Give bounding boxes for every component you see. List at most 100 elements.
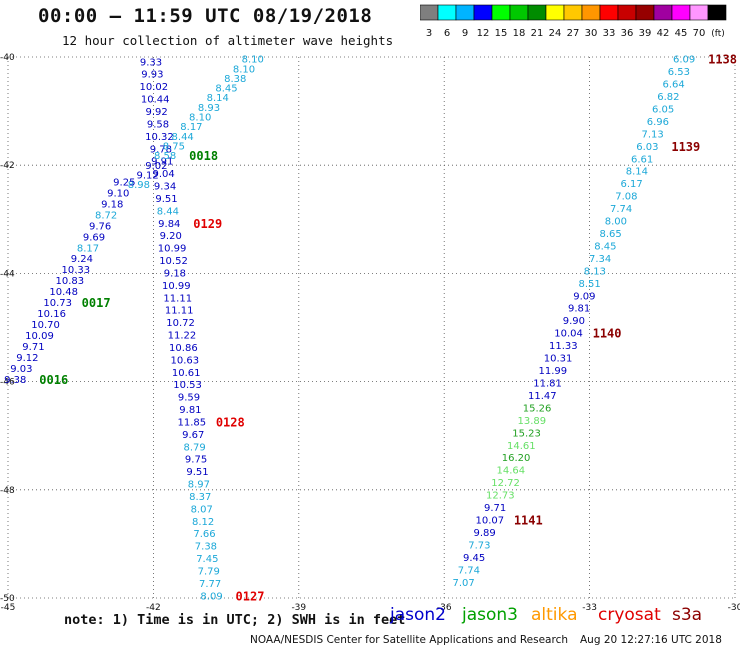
wave-height-value: 9.78 bbox=[150, 144, 172, 155]
wave-height-value: 10.70 bbox=[31, 320, 60, 331]
legend-label: 70 bbox=[693, 28, 706, 39]
pass-time-label: 1141 bbox=[514, 513, 543, 527]
lat-tick-label: -44 bbox=[0, 269, 15, 279]
wave-height-value: 10.02 bbox=[139, 82, 168, 93]
wave-height-value: 9.03 bbox=[10, 364, 32, 375]
wave-height-value: 9.25 bbox=[113, 177, 135, 188]
wave-height-value: 10.07 bbox=[476, 515, 505, 526]
credit-text: NOAA/NESDIS Center for Satellite Applica… bbox=[250, 634, 568, 646]
wave-height-value: 10.83 bbox=[55, 276, 84, 287]
wave-height-value: 8.44 bbox=[157, 206, 179, 217]
wave-height-value: 8.17 bbox=[77, 243, 99, 254]
wave-height-value: 16.20 bbox=[502, 453, 531, 464]
wave-height-value: 8.98 bbox=[128, 180, 150, 191]
legend-label: 30 bbox=[585, 28, 598, 39]
wave-height-value: 11.81 bbox=[533, 378, 562, 389]
wave-height-value: 7.34 bbox=[589, 254, 611, 265]
wave-height-value: 8.75 bbox=[163, 142, 185, 153]
wave-height-value: 7.79 bbox=[198, 566, 220, 577]
wave-height-value: 14.61 bbox=[507, 441, 536, 452]
wave-height-value: 9.18 bbox=[164, 268, 186, 279]
legend-label: 39 bbox=[639, 28, 652, 39]
wave-height-value: 10.31 bbox=[544, 354, 573, 365]
wave-height-value: 8.13 bbox=[584, 266, 606, 277]
wave-height-value: 9.09 bbox=[573, 291, 595, 302]
wave-height-value: 8.10 bbox=[233, 64, 255, 75]
wave-height-value: 8.09 bbox=[200, 591, 222, 602]
wave-height-value: 12.73 bbox=[486, 491, 515, 502]
wave-height-value: 9.33 bbox=[140, 57, 162, 68]
wave-height-value: 8.10 bbox=[189, 113, 211, 124]
wave-height-value: 11.11 bbox=[165, 306, 194, 317]
wave-height-value: 10.32 bbox=[145, 132, 174, 143]
wave-height-value: 11.47 bbox=[528, 391, 557, 402]
wave-height-value: 10.99 bbox=[162, 281, 191, 292]
legend-swatch bbox=[707, 4, 727, 21]
lon-tick-label: -30 bbox=[728, 603, 740, 613]
wave-height-value: 10.72 bbox=[166, 318, 195, 329]
lon-tick-label: -39 bbox=[291, 603, 306, 613]
satellite-s3a-label: s3a bbox=[672, 605, 703, 625]
wave-height-value: 12.72 bbox=[491, 478, 520, 489]
wave-height-value: 6.17 bbox=[620, 179, 642, 190]
lat-tick-label: -48 bbox=[0, 486, 15, 496]
wave-height-value: 7.74 bbox=[610, 204, 632, 215]
wave-height-value: 9.10 bbox=[107, 188, 129, 199]
satellite-altika-label: altika bbox=[531, 605, 578, 625]
satellite-cryosat-label: cryosat bbox=[598, 605, 661, 625]
wave-height-value: 9.34 bbox=[154, 182, 176, 193]
wave-height-value: 6.09 bbox=[673, 55, 695, 66]
wave-height-value: 9.71 bbox=[484, 503, 506, 514]
wave-height-value: 11.85 bbox=[178, 417, 207, 428]
wave-height-value: 8.58 bbox=[154, 151, 176, 162]
footer-note: note: 1) Time is in UTC; 2) SWH is in fe… bbox=[64, 612, 406, 628]
lat-tick-label: -50 bbox=[0, 594, 15, 604]
wave-height-value: 8.07 bbox=[191, 504, 213, 515]
wave-height-value: 7.38 bbox=[195, 542, 217, 553]
wave-height-value: 8.14 bbox=[626, 167, 648, 178]
wave-height-value: 9.04 bbox=[153, 169, 175, 180]
lat-tick-label: -42 bbox=[0, 161, 15, 171]
wave-height-value: 9.84 bbox=[158, 219, 180, 230]
wave-height-value: 10.09 bbox=[25, 331, 54, 342]
wave-height-value: 8.14 bbox=[207, 93, 229, 104]
wave-height-value: 10.61 bbox=[172, 368, 201, 379]
wave-height-value: 10.33 bbox=[62, 265, 91, 276]
wave-height-value: 9.69 bbox=[83, 232, 105, 243]
legend-label: 18 bbox=[513, 28, 526, 39]
pass-time-label: 1139 bbox=[671, 140, 700, 154]
wave-height-value: 8.65 bbox=[599, 229, 621, 240]
altimeter-map: -45 -42 -39 -36 -33 -30 -40 -42 -44 -46 -48 -50 9.33… bbox=[0, 53, 740, 613]
generated-timestamp: Aug 20 12:27:16 UTC 2018 bbox=[580, 634, 722, 646]
lon-tick-label: -42 bbox=[146, 603, 161, 613]
wave-height-value: 9.81 bbox=[179, 405, 201, 416]
wave-height-value: 8.97 bbox=[188, 480, 210, 491]
wave-height-value: 10.86 bbox=[169, 343, 198, 354]
wave-height-value: 8.37 bbox=[189, 492, 211, 503]
wave-height-value: 9.76 bbox=[89, 221, 111, 232]
wave-height-value: 9.89 bbox=[473, 528, 495, 539]
wave-height-value: 6.61 bbox=[631, 154, 653, 165]
wave-height-value: 8.00 bbox=[605, 217, 627, 228]
wave-height-value: 9.45 bbox=[463, 553, 485, 564]
wave-height-value: 9.93 bbox=[141, 70, 163, 81]
wave-height-value: 7.45 bbox=[196, 554, 218, 565]
wave-height-value: 9.81 bbox=[568, 304, 590, 315]
pass-time-label: 0128 bbox=[216, 415, 245, 429]
legend-unit: (ft) bbox=[711, 29, 725, 39]
wave-height-value: 9.51 bbox=[186, 467, 208, 478]
wave-height-value: 9.18 bbox=[101, 199, 123, 210]
wave-height-value: 7.77 bbox=[199, 579, 221, 590]
wave-height-value: 9.24 bbox=[71, 254, 93, 265]
wave-height-value: 10.63 bbox=[170, 355, 199, 366]
wave-height-value: 9.51 bbox=[155, 194, 177, 205]
legend-label: 45 bbox=[675, 28, 688, 39]
wave-height-value: 9.38 bbox=[4, 375, 26, 386]
wave-height-value: 6.64 bbox=[662, 80, 684, 91]
wave-height-value: 7.73 bbox=[468, 540, 490, 551]
legend-label: 15 bbox=[495, 28, 508, 39]
wave-height-value: 6.96 bbox=[647, 117, 669, 128]
wave-height-value: 8.93 bbox=[198, 103, 220, 114]
pass-time-label: 0017 bbox=[82, 296, 111, 310]
wave-height-value: 8.45 bbox=[215, 84, 237, 95]
